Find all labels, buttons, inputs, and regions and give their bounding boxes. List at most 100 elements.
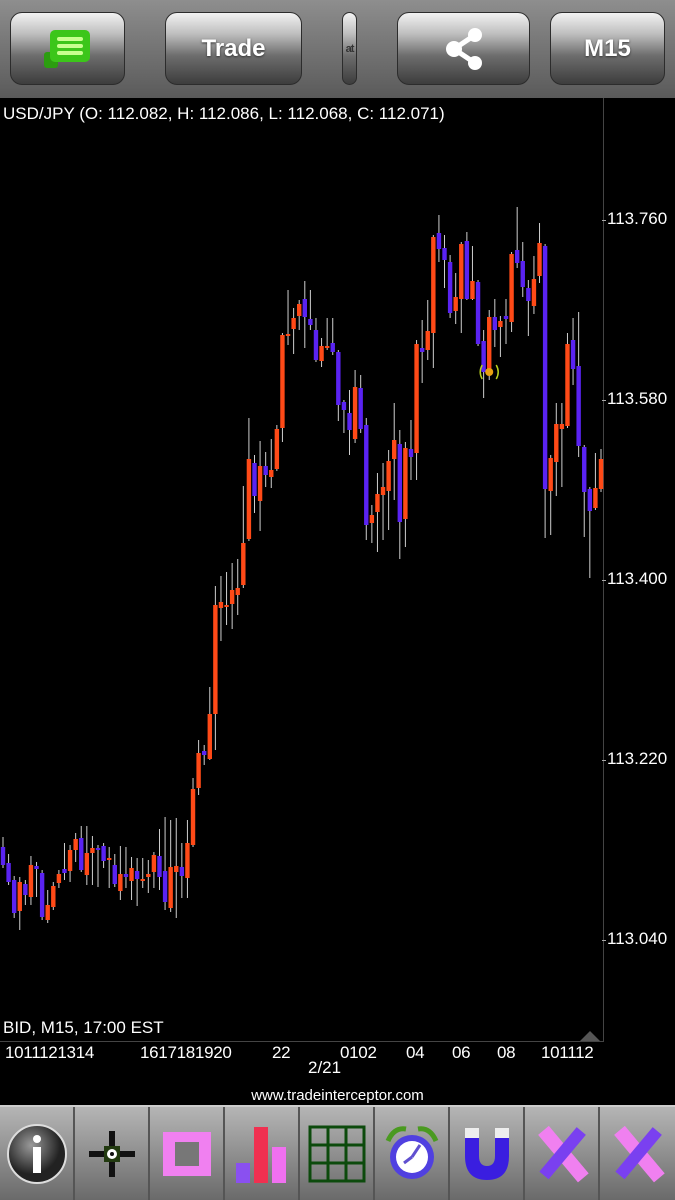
candle bbox=[190, 778, 196, 847]
candle bbox=[134, 858, 140, 906]
drawing-tools-button-2[interactable] bbox=[600, 1107, 675, 1200]
info-button[interactable] bbox=[0, 1107, 75, 1200]
candle-body-up bbox=[548, 458, 553, 491]
x-axis-label: 04 bbox=[406, 1043, 425, 1062]
candle-body-down bbox=[442, 248, 447, 260]
candle-body-up bbox=[453, 297, 458, 311]
candle-body-up bbox=[531, 279, 537, 306]
scroll-button-partial[interactable]: at bbox=[342, 12, 357, 85]
candle-body-up bbox=[297, 304, 302, 316]
candle-body-up bbox=[403, 448, 408, 519]
candle-body-up bbox=[386, 461, 391, 491]
indicator-bars-icon bbox=[235, 1126, 286, 1183]
candle bbox=[425, 300, 430, 360]
ruler-frame-button[interactable] bbox=[150, 1107, 225, 1200]
candle-body-down bbox=[23, 884, 28, 895]
candle-body-up bbox=[45, 905, 50, 920]
candle-body-up bbox=[380, 487, 386, 495]
candle bbox=[146, 860, 151, 893]
candle-body-up bbox=[375, 494, 380, 512]
y-tick bbox=[602, 760, 606, 761]
candle-body-up bbox=[431, 237, 436, 333]
drawing-tools-button[interactable] bbox=[525, 1107, 600, 1200]
candle bbox=[503, 299, 509, 344]
candle bbox=[185, 820, 190, 898]
website-link[interactable]: www.tradeinterceptor.com bbox=[251, 1087, 424, 1104]
grid-button[interactable] bbox=[300, 1107, 375, 1200]
candle-body-down bbox=[39, 873, 45, 917]
magnet-icon bbox=[464, 1127, 509, 1180]
chart-title: USD/JPY (O: 112.082, H: 112.086, L: 112.… bbox=[3, 104, 445, 123]
candle bbox=[45, 890, 50, 923]
candle-body-down bbox=[179, 867, 185, 876]
candle bbox=[358, 375, 363, 433]
candle-body-down bbox=[157, 856, 162, 877]
candle bbox=[341, 400, 347, 433]
scroll-up-triangle-icon[interactable] bbox=[579, 1030, 601, 1042]
candle bbox=[442, 235, 447, 288]
chart-footer-label: BID, M15, 17:00 EST bbox=[3, 1018, 164, 1037]
candle bbox=[196, 740, 201, 795]
candle-body-down bbox=[397, 444, 403, 522]
trade-button[interactable]: Trade bbox=[165, 12, 302, 85]
candle bbox=[274, 425, 280, 471]
candle-body-up bbox=[269, 470, 274, 477]
candle-body-up bbox=[324, 346, 330, 348]
candle bbox=[336, 350, 341, 421]
indicators-button[interactable] bbox=[225, 1107, 300, 1200]
candle-body-up bbox=[369, 515, 375, 523]
candle-body-down bbox=[587, 489, 593, 511]
candle-body-up bbox=[106, 858, 112, 860]
candle-body-down bbox=[419, 348, 425, 352]
candle-body-up bbox=[229, 590, 235, 604]
y-tick bbox=[602, 580, 606, 581]
drawing-tools-icon bbox=[537, 1125, 589, 1182]
y-tick bbox=[602, 220, 606, 221]
share-icon bbox=[445, 27, 482, 70]
candle-body-down bbox=[263, 466, 268, 475]
candle bbox=[84, 826, 90, 885]
candle-body-down bbox=[464, 241, 470, 299]
top-toolbar: Trade at M15 bbox=[0, 0, 675, 98]
candle bbox=[257, 441, 263, 531]
candle-body-up bbox=[392, 440, 397, 459]
candle-body-up bbox=[146, 874, 151, 877]
candle-body-down bbox=[95, 848, 101, 850]
candle bbox=[447, 255, 453, 318]
alarm-clock-icon bbox=[385, 1125, 438, 1179]
candle bbox=[587, 487, 593, 578]
candle bbox=[324, 318, 330, 350]
candle-body-up bbox=[459, 244, 464, 299]
share-button[interactable] bbox=[397, 12, 530, 85]
candle-body-down bbox=[123, 874, 129, 877]
x-axis-label: 08 bbox=[497, 1043, 516, 1062]
alarm-button[interactable] bbox=[375, 1107, 450, 1200]
candle bbox=[542, 244, 548, 538]
candle bbox=[162, 817, 168, 910]
alert-marker-icon[interactable] bbox=[479, 364, 499, 380]
candle-body-down bbox=[134, 871, 140, 879]
candle bbox=[39, 870, 45, 920]
y-axis-label: 113.400 bbox=[607, 569, 668, 588]
candle-body-up bbox=[51, 886, 56, 907]
timeframe-button[interactable]: M15 bbox=[550, 12, 665, 85]
menu-button[interactable] bbox=[10, 12, 125, 85]
y-axis-label: 113.580 bbox=[607, 389, 668, 408]
candle bbox=[364, 418, 369, 540]
chart-plot-area[interactable] bbox=[0, 98, 604, 1042]
candle bbox=[213, 586, 218, 750]
magnet-button[interactable] bbox=[450, 1107, 525, 1200]
candle bbox=[201, 745, 207, 765]
candle-body-up bbox=[285, 334, 291, 336]
candle bbox=[297, 300, 302, 330]
candle-body-down bbox=[447, 262, 453, 313]
crosshair-button[interactable] bbox=[75, 1107, 150, 1200]
candle bbox=[436, 215, 442, 262]
candle bbox=[6, 854, 11, 885]
candle-body-down bbox=[408, 449, 414, 457]
candle-body-up bbox=[559, 424, 565, 429]
candle bbox=[179, 843, 185, 898]
candle bbox=[408, 420, 414, 480]
candle bbox=[481, 330, 486, 398]
candlestick-chart[interactable] bbox=[0, 0, 675, 1100]
